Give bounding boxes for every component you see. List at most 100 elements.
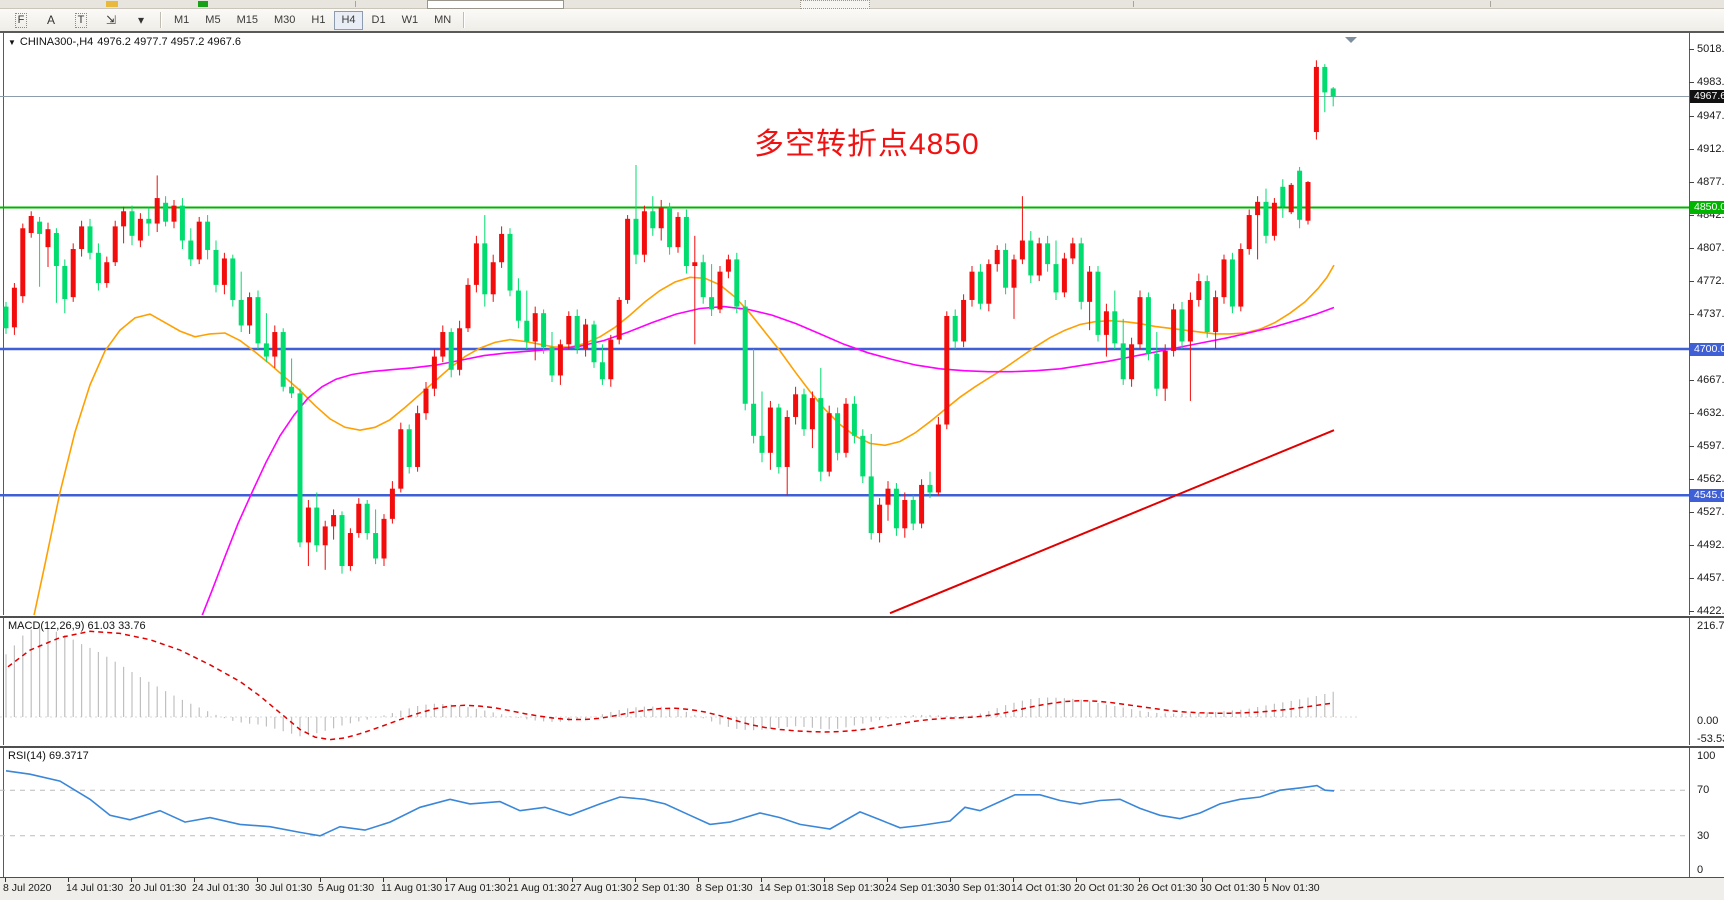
candle-body [835,413,841,453]
time-axis-tick [320,878,321,882]
candle-body [549,347,555,376]
time-tick-label: 27 Aug 01:30 [570,882,632,894]
candle-body [1070,243,1076,259]
candle-body [1305,182,1311,221]
time-tick-label: 11 Aug 01:30 [381,882,443,894]
time-tick-label: 30 Jul 01:30 [255,882,313,894]
arrows-tool-button[interactable]: ⇲ [105,13,117,27]
candle-body [524,320,530,342]
time-axis [0,878,1724,900]
candle-body [1213,297,1219,333]
rsi-axis-label: 0 [1697,864,1704,876]
candle-body [45,229,51,248]
ma-fast-line [33,264,1335,615]
candle-body [263,343,269,357]
candle-body [994,249,1000,265]
pane-divider [0,877,1724,878]
chevron-down-icon[interactable]: ▼ [8,37,16,47]
candle-body [213,249,219,285]
macd-indicator-pane[interactable] [0,617,1689,745]
candle-body [877,504,883,534]
chart-symbol-title[interactable]: ▼ CHINA300-,H4 4976.2 4977.7 4957.2 4967… [8,36,241,48]
timeframe-button-d1[interactable]: D1 [371,14,386,26]
candle-body [574,316,580,350]
candle-body [289,386,295,394]
macd-axis-label: -53.53 [1697,733,1724,745]
candle-body [977,271,983,304]
price-axis-tick [1689,182,1694,184]
grid-tool-button[interactable]: F [7,10,35,30]
time-tick-label: 26 Oct 01:30 [1137,882,1198,894]
candle-body [490,262,496,295]
chart-window-border [0,31,1724,33]
candle-body [793,394,799,417]
candle-body [902,499,908,529]
time-axis-tick [509,878,510,882]
candle-body [1288,184,1294,213]
time-tick-label: 14 Jul 01:30 [66,882,124,894]
candle-body [373,533,379,559]
time-tick-label: 8 Jul 2020 [3,882,52,894]
pane-divider[interactable] [0,615,1724,618]
time-axis-tick [572,878,573,882]
timeframe-button-m1[interactable]: M1 [174,14,190,26]
price-axis-tick [1689,82,1694,84]
text-label-tool-button[interactable]: A [46,13,55,27]
main-price-chart[interactable] [0,33,1689,615]
price-tick-label: 4457.0 [1697,572,1724,585]
candle-body [591,324,597,363]
drawing-tools-group: F A T ⇲ ▾ [6,10,156,30]
timeframe-group: M1 M5 M15 M30 H1 H4 D1 W1 MN [166,10,459,30]
candle-body [1187,299,1193,342]
candle-body [566,316,572,345]
candle-body [1280,186,1286,207]
arrows-dropdown-button[interactable]: ▾ [137,13,145,27]
candle-body [1271,202,1277,236]
candle-body [272,332,278,357]
price-axis-tick [1689,545,1694,547]
candle-body [1137,297,1143,345]
candle-body [767,407,773,453]
timeframe-button-w1[interactable]: W1 [401,14,419,26]
candle-body [314,507,320,546]
price-axis-tick [1689,446,1694,448]
time-tick-label: 24 Sep 01:30 [885,882,948,894]
candle-body [305,507,311,543]
time-axis-tick [383,878,384,882]
time-axis-tick [824,878,825,882]
candle-body [146,218,152,224]
timeframe-button-mn[interactable]: MN [434,14,452,26]
window-top-strip [0,0,1724,9]
candle-body [1162,350,1168,389]
candle-body [532,313,538,342]
timeframe-button-h4[interactable]: H4 [334,10,363,30]
chart-text-annotation[interactable]: 多空转折点4850 [754,128,980,161]
candle-body [1204,281,1210,333]
timeframe-button-m5[interactable]: M5 [205,14,221,26]
candle-body [171,205,177,222]
text-box-tool-button[interactable]: T [67,10,95,30]
time-tick-label: 18 Sep 01:30 [822,882,885,894]
candle-body [1313,66,1319,133]
time-axis-tick [1202,878,1203,882]
candle-body [95,252,101,283]
candle-body [356,503,362,534]
time-axis-tick [1013,878,1014,882]
candle-body [465,284,471,329]
candle-body [784,416,790,467]
timeframe-button-h1[interactable]: H1 [311,14,326,26]
candle-body [608,339,614,380]
time-tick-label: 14 Sep 01:30 [759,882,822,894]
candle-body [238,299,244,326]
timeframe-button-m30[interactable]: M30 [273,14,296,26]
timeframe-button-m15[interactable]: M15 [236,14,258,26]
price-axis-tick [1689,380,1694,382]
candle-body [482,243,488,295]
candle-body [448,332,454,370]
time-tick-label: 17 Aug 01:30 [444,882,506,894]
toolbar-separator [463,12,466,28]
rsi-indicator-pane[interactable] [0,747,1689,877]
rsi-axis-label: 100 [1697,750,1716,762]
pane-divider[interactable] [0,745,1724,748]
